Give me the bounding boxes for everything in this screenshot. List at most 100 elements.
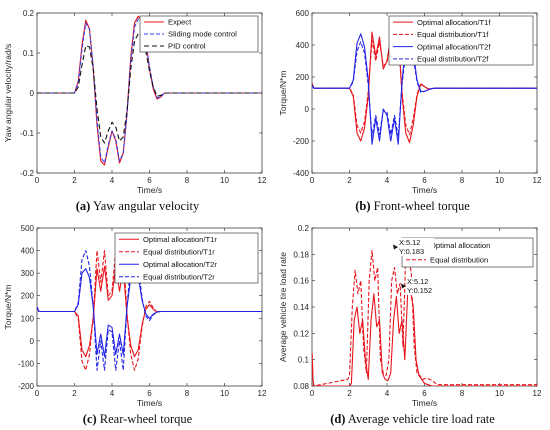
legend-label: Equal distribution/T2f — [417, 55, 489, 64]
x-tick-label: 10 — [495, 389, 504, 398]
panel-c: 0 2 4 6 8 10 12 -200 -100 0 100 200 300 400 500 Time/s T… — [3, 224, 267, 408]
y-tick-label: 400 — [296, 41, 310, 50]
x-tick-label: 0 — [310, 389, 315, 398]
legend-b: Optimal allocation/T1f Equal distribution… — [388, 15, 534, 66]
data-tip-0: X:5.12Y:0.183 — [393, 238, 434, 256]
data-tip-arrowhead — [401, 283, 406, 289]
x-tick-label: 0 — [35, 389, 40, 398]
y-tick-label: 600 — [296, 9, 310, 18]
y-axis-label: Torque/N*m — [3, 285, 13, 330]
x-tick-label: 4 — [110, 176, 115, 185]
x-tick-label: 12 — [533, 389, 542, 398]
series-group-d — [312, 249, 537, 386]
legend-label: Equal distribution/T1f — [417, 30, 489, 39]
y-axis-label: Torque/N*m — [278, 71, 288, 116]
y-tick-label: -100 — [18, 359, 35, 368]
y-tick-label: 300 — [21, 269, 35, 278]
x-tick-label: 10 — [220, 176, 229, 185]
y-tick-label: 400 — [21, 247, 35, 256]
legend-label: Optimal allocation — [430, 241, 490, 250]
x-tick-label: 6 — [147, 389, 152, 398]
data-tip-x: X:5.12 — [407, 277, 428, 286]
y-tick-label: -0.2 — [20, 169, 34, 178]
x-tick-label: 10 — [220, 389, 229, 398]
caption-c-text: Rear-wheel torque — [99, 412, 193, 426]
x-axis-label: Time/s — [137, 185, 162, 195]
data-tip-box — [406, 277, 440, 295]
x-axis-label: Time/s — [137, 398, 162, 408]
y-tick-label: 0.16 — [293, 277, 309, 286]
x-tick-label: 2 — [72, 176, 77, 185]
data-tip-box — [398, 238, 434, 256]
legend-box — [388, 15, 534, 66]
data-tip-y: Y:0.152 — [407, 286, 432, 295]
x-tick-label: 0 — [310, 176, 315, 185]
caption-d: (d) Average vehicle tire load rate — [275, 412, 550, 427]
caption-b-text: Front-wheel torque — [373, 199, 470, 213]
y-tick-label: 0.18 — [293, 250, 309, 259]
x-tick-label: 12 — [533, 176, 542, 185]
caption-a: (a) Yaw angular velocity — [0, 199, 275, 214]
y-tick-label: -400 — [293, 169, 310, 178]
x-tick-label: 2 — [347, 176, 352, 185]
x-tick-label: 2 — [72, 389, 77, 398]
x-tick-label: 4 — [110, 389, 115, 398]
x-axis-label: Time/s — [412, 398, 437, 408]
y-tick-label: 0 — [30, 337, 35, 346]
y-axis-label: Average vehicle tire load rate — [278, 252, 288, 362]
caption-b: (b) Front-wheel torque — [275, 199, 550, 214]
x-tick-label: 8 — [460, 176, 465, 185]
legend-label: Equal distribution — [430, 255, 488, 264]
x-tick-label: 8 — [185, 389, 190, 398]
caption-c-label: (c) — [82, 412, 97, 426]
legend-label: Optimal allocation/T1f — [417, 18, 491, 27]
legend-c: Optimal allocation/T1r Equal distribution… — [114, 232, 259, 284]
caption-a-label: (a) — [75, 199, 91, 213]
x-tick-label: 6 — [147, 176, 152, 185]
series-line-d-1 — [312, 249, 537, 386]
y-tick-label: 500 — [21, 224, 35, 233]
x-tick-label: 8 — [185, 176, 190, 185]
series-group-a — [37, 15, 262, 166]
legend-label: Optimal allocation/T2r — [143, 260, 217, 269]
y-tick-label: 100 — [21, 314, 35, 323]
y-axis-label: Yaw angular velocity/rad/s — [3, 44, 13, 143]
y-tick-label: -200 — [18, 382, 35, 391]
legend-label: Equal distribution/T1r — [143, 247, 215, 256]
legend-label: Optimal allocation/T1r — [143, 235, 217, 244]
legend-box — [114, 232, 259, 284]
y-tick-label: 0.1 — [298, 356, 310, 365]
data-tip-y: Y:0.183 — [399, 247, 424, 256]
y-tick-label: 0.14 — [293, 303, 309, 312]
panel-d: 0 2 4 6 8 10 12 0.08 0.1 0.12 0.14 0.16 0.18 0.2 Time/… — [278, 224, 542, 408]
x-tick-label: 8 — [460, 389, 465, 398]
caption-b-label: (b) — [355, 199, 371, 213]
y-tick-label: 0.08 — [293, 382, 309, 391]
caption-d-text: Average vehicle tire load rate — [347, 412, 495, 426]
legend-label: PID control — [168, 42, 206, 51]
y-tick-label: 0.1 — [23, 49, 35, 58]
data-tip-x: X:5.12 — [399, 238, 420, 247]
legend-label: Sliding mode control — [168, 30, 237, 39]
x-tick-label: 4 — [385, 389, 390, 398]
series-line-d-0 — [312, 290, 537, 386]
caption-a-text: Yaw angular velocity — [92, 199, 200, 213]
y-tick-label: -200 — [293, 137, 310, 146]
caption-d-label: (d) — [330, 412, 346, 426]
series-line-c-3 — [37, 250, 262, 371]
x-tick-label: 2 — [347, 389, 352, 398]
y-tick-label: 0.12 — [293, 329, 309, 338]
legend-label: Equal distribution/T2r — [143, 272, 215, 281]
x-tick-label: 12 — [258, 389, 267, 398]
y-tick-label: 0 — [305, 105, 310, 114]
x-axis-label: Time/s — [412, 185, 437, 195]
x-tick-label: 6 — [422, 176, 427, 185]
x-tick-label: 10 — [495, 176, 504, 185]
legend-label: Optimal allocation/T2f — [417, 42, 491, 51]
series-line-b-3 — [312, 39, 537, 137]
series-line-c-2 — [37, 268, 262, 358]
x-tick-label: 12 — [258, 176, 267, 185]
data-tip-arrowhead — [393, 244, 398, 250]
legend-label: Expect — [168, 18, 192, 27]
